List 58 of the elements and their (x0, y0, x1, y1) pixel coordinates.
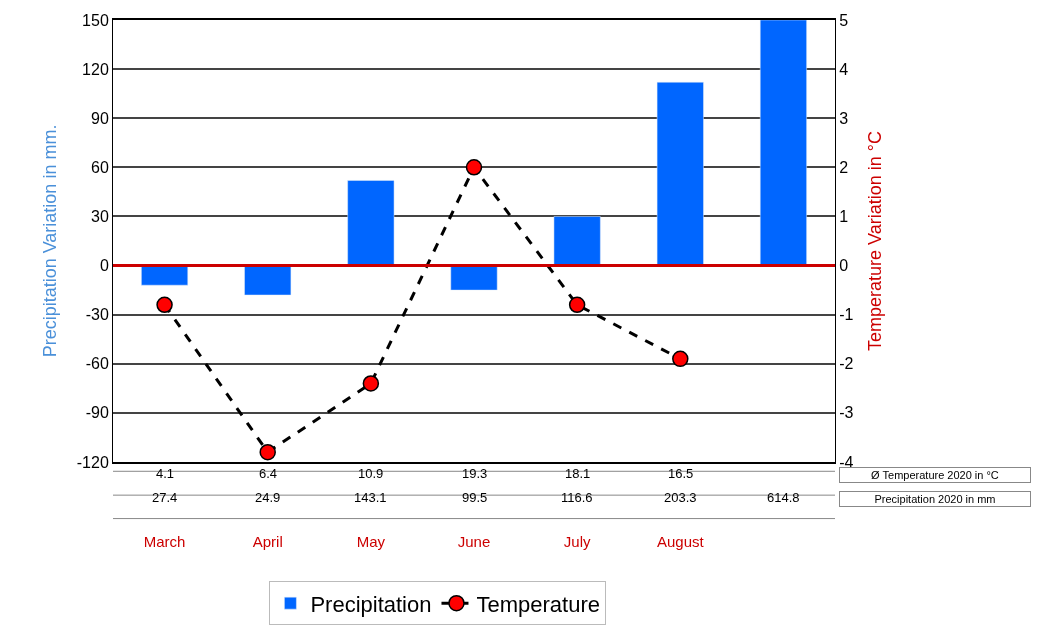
y-tick-label: 0 (99, 257, 109, 275)
x-tick-label: July (563, 533, 591, 550)
y2-tick-label: 4 (839, 60, 849, 78)
text: Precipitation 2020 in mm (874, 493, 996, 505)
y2-tick-label: -1 (839, 306, 854, 324)
bar (553, 216, 601, 266)
y2-tick-label: -4 (839, 453, 854, 471)
y-tick-label: -60 (85, 355, 109, 373)
text: 10.9 (358, 466, 384, 481)
y-tick-label: 60 (91, 158, 109, 176)
y2-axis-title: Temperature Variation in °C (864, 131, 885, 351)
y-tick-label: 150 (82, 11, 109, 29)
text: 143.1 (354, 490, 387, 505)
x-tick-label: April (252, 533, 283, 550)
bar (759, 20, 807, 266)
y-tick-label: -30 (85, 306, 109, 324)
y-axis-title: Precipitation Variation in mm. (39, 124, 60, 358)
bar (141, 265, 189, 286)
y-tick-label: 90 (91, 109, 109, 127)
y2-tick-label: 5 (839, 11, 849, 29)
text: 27.4 (152, 490, 178, 505)
text: 24.9 (255, 490, 281, 505)
text: 18.1 (565, 466, 591, 481)
y2-tick-label: 1 (839, 208, 849, 226)
bar (450, 265, 498, 291)
text: 614.8 (767, 490, 800, 505)
point (672, 350, 689, 368)
bar (347, 180, 395, 266)
x-tick-label: March (143, 533, 186, 550)
bar (244, 265, 292, 296)
y2-tick-label: -3 (839, 404, 854, 422)
y-tick-label: 120 (82, 60, 109, 78)
legend-label: Temperature (476, 591, 600, 617)
point (465, 159, 483, 176)
text: 4.1 (156, 466, 175, 481)
point (362, 375, 380, 392)
y2-tick-label: 0 (839, 257, 849, 275)
text: 19.3 (462, 466, 488, 481)
text: 203.3 (664, 490, 697, 505)
text: Ø Temperature 2020 in °C (871, 469, 999, 481)
point (259, 443, 276, 461)
x-tick-label: May (356, 533, 386, 550)
text: 116.6 (561, 490, 593, 505)
x-tick-label: August (656, 533, 705, 550)
text: 16.5 (668, 466, 694, 481)
y2-tick-label: 3 (839, 109, 849, 127)
bar (656, 81, 704, 266)
y-tick-label: -90 (85, 404, 109, 422)
x-tick-label: June (457, 533, 491, 550)
y-tick-label: 30 (91, 208, 109, 226)
y-tick-label: -120 (76, 453, 109, 471)
text: 99.5 (462, 490, 488, 505)
legend-label: Precipitation (310, 591, 432, 617)
y2-tick-label: 2 (839, 158, 849, 176)
point (568, 296, 586, 314)
point (156, 296, 173, 314)
y2-tick-label: -2 (839, 355, 854, 373)
text: 6.4 (259, 466, 278, 481)
